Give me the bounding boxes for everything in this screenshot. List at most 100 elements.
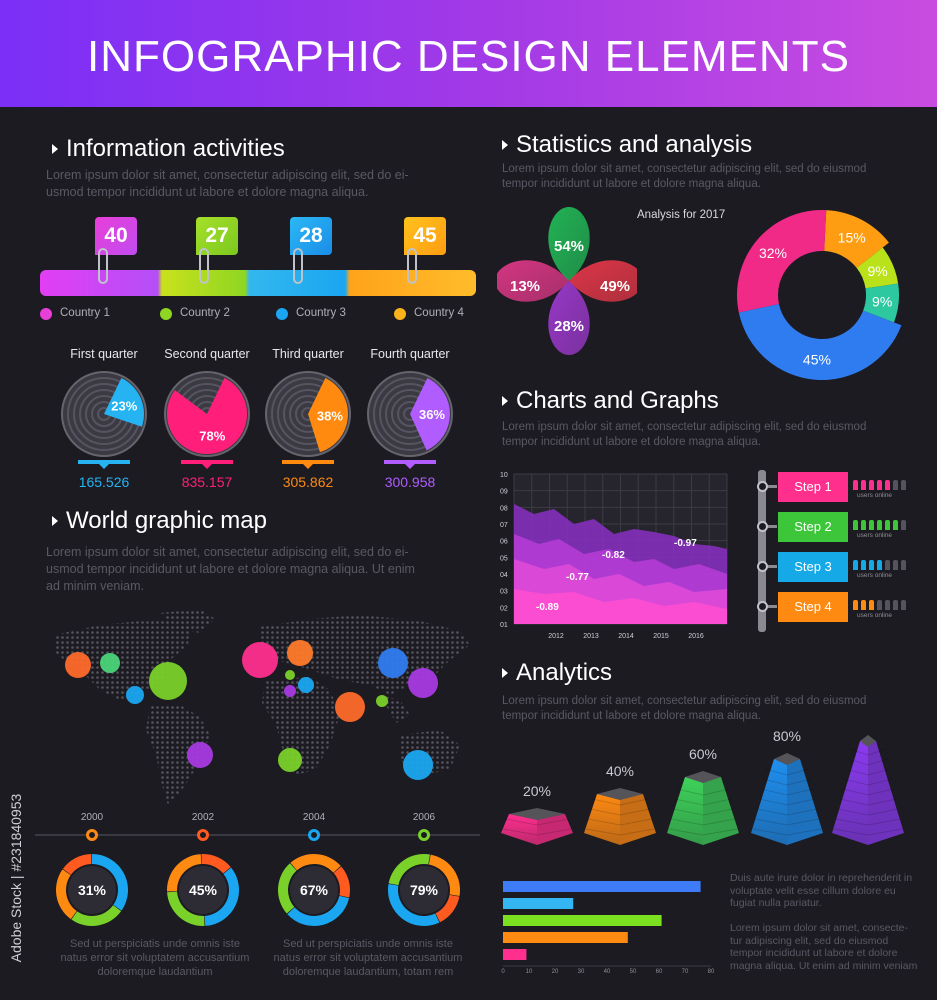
map-section-title: World graphic map: [52, 507, 267, 535]
pyramid-step-line: [867, 778, 893, 786]
person-icon: [885, 600, 890, 610]
info-section-title: Information activities: [52, 135, 285, 163]
bar-tick-label: 80: [708, 969, 715, 975]
donut-slice: [856, 247, 899, 289]
stats-section-title: Statistics and analysis: [502, 131, 752, 159]
charts-lorem-line: tempor incididunt ut labore et dolore ma…: [502, 436, 761, 448]
pyramid-top: [860, 735, 876, 747]
quarter-slice: [410, 377, 450, 451]
year-donut-chart: 31%: [56, 854, 128, 926]
year-donut-chart: 79%: [388, 854, 460, 926]
bar: [503, 932, 628, 943]
step-node-icon: [757, 561, 768, 572]
note-line: magna aliqua. Ut enim ad minim veniam: [730, 959, 918, 972]
pyramid-step-line: [619, 828, 655, 836]
person-icon: [893, 480, 898, 490]
area-value-label: -0.82: [602, 550, 625, 561]
analytics-lorem-line: tempor incididunt ut labore et dolore ma…: [502, 710, 761, 722]
step-node-icon: [757, 481, 768, 492]
donut-segment: [56, 869, 77, 920]
year-label: 2004: [302, 812, 326, 823]
donut-segment: [167, 891, 205, 926]
analysis-label: Analysis for 2017: [637, 209, 726, 221]
analytics-title-text: Analytics: [516, 659, 613, 686]
donut-segment: [287, 895, 350, 926]
pyramid-step-line: [843, 778, 869, 786]
person-icon: [853, 600, 858, 610]
pyramid-step-line: [754, 818, 788, 826]
pyramid-face-left: [667, 777, 703, 845]
pyramid-step-line: [867, 748, 887, 756]
donut-center: [290, 866, 338, 914]
quarter-value: 835.157: [181, 474, 233, 490]
charts-section-title: Charts and Graphs: [502, 387, 719, 415]
step-connector: [763, 565, 777, 568]
stats-title-text: Statistics and analysis: [516, 131, 753, 158]
petal-chart: 54% 49% 28% 13%: [497, 207, 637, 355]
pointer-bar: [384, 460, 436, 464]
year-pct-label: 31%: [78, 882, 107, 898]
step-connector: [763, 525, 777, 528]
y-tick-label: 10: [500, 472, 508, 479]
pyramid-step-line: [867, 788, 895, 796]
pointer-caret-icon: [405, 464, 415, 469]
map-bubble: [284, 685, 296, 697]
pyramid-step-line: [786, 788, 814, 796]
pyramid-step-line: [589, 808, 621, 816]
step-node-icon: [757, 601, 768, 612]
quarter-label: Third quarter: [272, 347, 344, 361]
y-tick-label: 03: [500, 589, 508, 596]
person-icon: [885, 520, 890, 530]
petal-shape: [497, 260, 569, 302]
donut-pct-label: 45%: [803, 351, 831, 367]
bar-chart: 0 10 20 30 40 50 60 70 80: [501, 881, 715, 975]
pyramid-step-line: [764, 768, 788, 776]
stock-watermark: Adobe Stock | #231840953: [6, 765, 26, 995]
person-icon: [877, 480, 882, 490]
y-tick-label: 05: [500, 555, 508, 562]
area-value-label: -0.97: [674, 538, 697, 549]
map-lorem-line: ad minim veniam.: [46, 579, 144, 593]
pyramid-top: [685, 771, 721, 783]
year-pct-label: 67%: [300, 882, 329, 898]
timeline-bar: [40, 270, 476, 296]
y-tick-label: 06: [500, 539, 508, 546]
pyramid-top: [597, 788, 643, 800]
quarter-value: 300.958: [384, 474, 436, 490]
pyramid-pct-label: 20%: [523, 783, 551, 799]
pyramid-step-line: [867, 828, 903, 836]
legend-dot-icon: [394, 308, 406, 320]
petal-shape: [569, 260, 637, 302]
person-icon: [901, 600, 906, 610]
caption-line: Sed ut perspiciatis unde omnis iste: [283, 938, 453, 950]
map-bubble: [65, 652, 91, 678]
donut-segment: [435, 894, 460, 923]
stats-lorem-line: Lorem ipsum dolor sit amet, consectetur …: [502, 163, 867, 175]
person-icon: [877, 520, 882, 530]
person-icon: [901, 480, 906, 490]
quarter-radar-chart: 38%: [265, 371, 351, 457]
legend-country-label: Country 4: [414, 307, 464, 319]
triangle-icon: [502, 140, 508, 150]
pointer-caret-icon: [202, 464, 212, 469]
y-tick-label: 07: [500, 522, 508, 529]
person-icon: [901, 560, 906, 570]
x-tick-label: 2016: [688, 633, 704, 640]
donut-pct-label: 15%: [838, 230, 866, 246]
quarter-label: First quarter: [70, 347, 138, 361]
pyramid-step-line: [676, 788, 704, 796]
petal-shape: [548, 281, 590, 355]
pyramid-step-line: [536, 818, 570, 826]
bar: [503, 881, 701, 892]
triangle-icon: [52, 516, 58, 526]
header-banner: [0, 0, 937, 107]
person-icon: [893, 520, 898, 530]
donut-center: [179, 866, 227, 914]
map-bubble: [278, 748, 302, 772]
pointer-caret-icon: [99, 464, 109, 469]
person-icon: [861, 480, 866, 490]
map-description: Lorem ipsum dolor sit amet, consectetur …: [46, 544, 486, 595]
pyramid-face-left: [584, 794, 620, 845]
donut-segment: [428, 854, 460, 896]
donut-segment: [201, 854, 231, 874]
